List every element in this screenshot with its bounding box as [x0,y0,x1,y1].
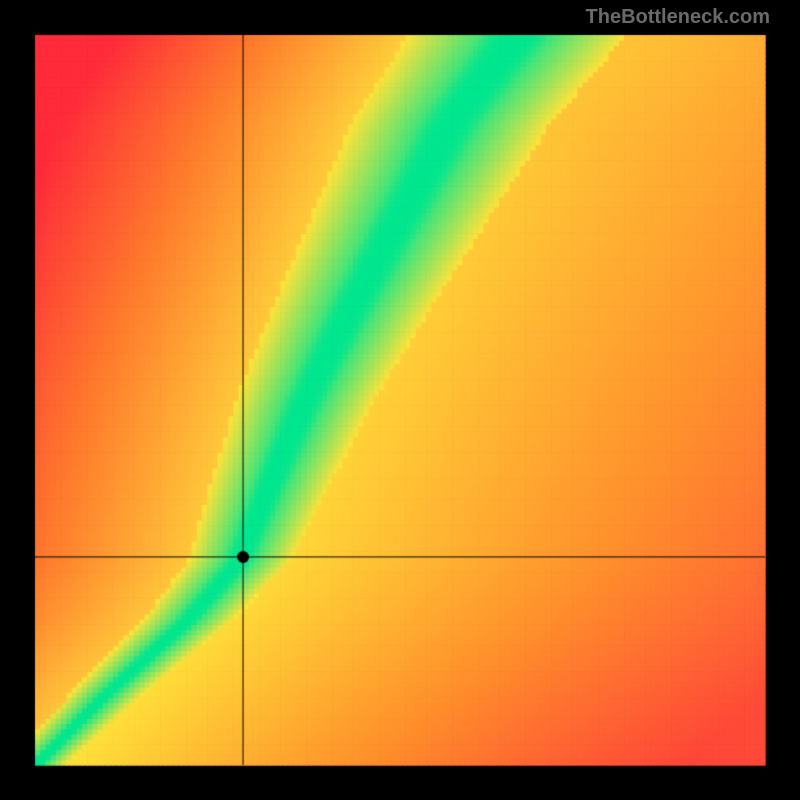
chart-container: TheBottleneck.com [0,0,800,800]
heatmap-canvas [0,0,800,800]
watermark-text: TheBottleneck.com [586,6,770,29]
